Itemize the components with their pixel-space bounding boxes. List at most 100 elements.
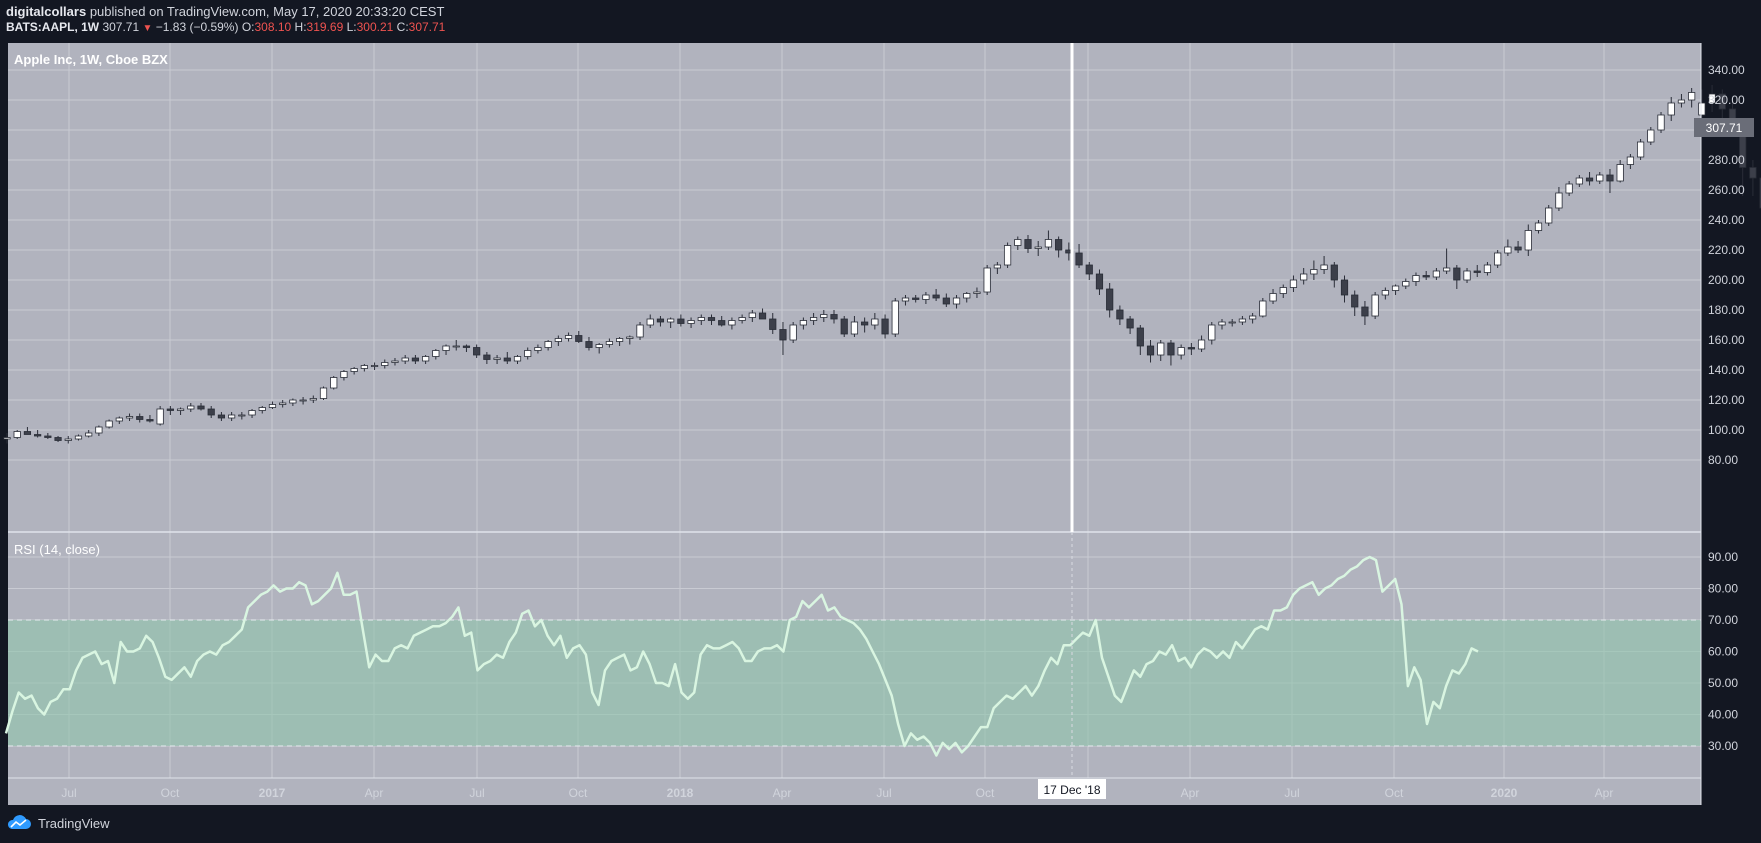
candle bbox=[575, 331, 583, 343]
candle bbox=[1381, 287, 1389, 300]
candle bbox=[1024, 235, 1032, 253]
candle bbox=[809, 313, 818, 325]
candle bbox=[1187, 343, 1195, 355]
candle bbox=[983, 265, 991, 295]
candle bbox=[238, 412, 246, 420]
candle bbox=[473, 344, 481, 358]
last-price: 307.71 bbox=[102, 20, 140, 34]
rsi-pane-title: RSI (14, close) bbox=[14, 542, 100, 557]
candle bbox=[483, 352, 491, 364]
candle bbox=[34, 430, 42, 438]
published-text: published on TradingView.com, May 17, 20… bbox=[89, 4, 445, 19]
candle bbox=[1300, 268, 1308, 285]
time-axis[interactable]: Jul Oct 2017 Apr Jul Oct 2018 Apr Jul Oct Apr Jul Oc… bbox=[61, 786, 1613, 800]
time-tick-label: Jul bbox=[469, 786, 484, 800]
candle bbox=[309, 395, 317, 403]
candle bbox=[105, 419, 113, 429]
open-value: 308.10 bbox=[254, 20, 292, 34]
candle bbox=[728, 317, 736, 330]
candle bbox=[1320, 256, 1328, 274]
candle bbox=[1146, 340, 1155, 363]
candle bbox=[1759, 177, 1761, 209]
candle bbox=[1340, 275, 1349, 303]
candle bbox=[1014, 236, 1022, 250]
candle bbox=[912, 295, 920, 303]
candle bbox=[963, 292, 971, 303]
footer-brand[interactable]: TradingView bbox=[38, 815, 110, 831]
candle bbox=[23, 427, 32, 435]
candle bbox=[697, 314, 705, 325]
candle bbox=[830, 310, 838, 324]
candle bbox=[1371, 292, 1379, 319]
candle bbox=[738, 314, 746, 324]
candle bbox=[319, 386, 328, 400]
candle bbox=[279, 400, 287, 408]
rsi-axis[interactable]: 30.00 40.00 50.00 60.00 70.00 80.00 90.00 bbox=[1708, 550, 1738, 753]
candle bbox=[432, 349, 440, 360]
candle bbox=[1718, 89, 1726, 118]
candle bbox=[360, 364, 368, 372]
candle bbox=[1034, 241, 1042, 256]
candle bbox=[1259, 298, 1267, 318]
symbol-ohlc-line: BATS:AAPL, 1W 307.71 ▼ −1.83 (−0.59%) O:… bbox=[6, 20, 445, 34]
candle bbox=[850, 316, 859, 337]
candle bbox=[626, 335, 634, 345]
candle bbox=[217, 412, 226, 421]
candle bbox=[1055, 236, 1063, 258]
candle bbox=[13, 430, 21, 439]
candle bbox=[85, 430, 93, 438]
candle bbox=[442, 344, 450, 355]
rsi-tick-label: 80.00 bbox=[1708, 582, 1738, 596]
candle bbox=[707, 314, 716, 325]
candle bbox=[748, 310, 756, 322]
candle bbox=[799, 317, 807, 330]
price-tick-label: 200.00 bbox=[1708, 273, 1745, 287]
candle bbox=[1330, 262, 1338, 288]
candle bbox=[1494, 250, 1502, 268]
candle bbox=[789, 322, 797, 343]
candle bbox=[74, 434, 83, 441]
candle bbox=[1106, 283, 1114, 318]
rsi-tick-label: 70.00 bbox=[1708, 613, 1738, 627]
candle bbox=[1504, 239, 1512, 256]
time-tick-label: Apr bbox=[365, 786, 384, 800]
main-pane-title: Apple Inc, 1W, Cboe BZX bbox=[14, 52, 168, 67]
publish-info: digitalcollars published on TradingView.… bbox=[6, 4, 444, 19]
candle bbox=[1126, 316, 1134, 334]
author-name[interactable]: digitalcollars bbox=[6, 4, 87, 19]
price-tick-label: 260.00 bbox=[1708, 183, 1745, 197]
candle bbox=[585, 337, 593, 351]
candle bbox=[901, 295, 910, 306]
candle bbox=[769, 313, 777, 334]
price-tick-label: 160.00 bbox=[1708, 333, 1745, 347]
candle bbox=[197, 403, 205, 411]
candle bbox=[136, 413, 144, 423]
candle bbox=[3, 433, 11, 444]
candle bbox=[452, 340, 460, 351]
candle bbox=[1667, 97, 1675, 121]
candle bbox=[646, 314, 654, 328]
price-tick-label: 280.00 bbox=[1708, 153, 1745, 167]
rsi-band bbox=[8, 620, 1701, 746]
candle bbox=[993, 262, 1001, 274]
time-tick-label: Jul bbox=[1284, 786, 1299, 800]
crosshair-date-tag bbox=[1038, 779, 1106, 799]
candle bbox=[340, 370, 348, 381]
candle bbox=[1483, 262, 1492, 276]
symbol-label[interactable]: BATS:AAPL, 1W bbox=[6, 20, 100, 34]
rsi-tick-label: 30.00 bbox=[1708, 739, 1738, 753]
rsi-tick-label: 90.00 bbox=[1708, 550, 1738, 564]
candle bbox=[1626, 154, 1634, 169]
candle bbox=[1565, 181, 1573, 196]
candle bbox=[1657, 112, 1665, 133]
price-tick-label: 340.00 bbox=[1708, 63, 1745, 77]
candle bbox=[176, 407, 185, 415]
candle bbox=[268, 401, 277, 409]
price-tick-label: 180.00 bbox=[1708, 303, 1745, 317]
candle bbox=[1351, 290, 1359, 316]
rsi-line bbox=[4, 555, 1479, 757]
last-price-tag-text: 307.71 bbox=[1706, 121, 1743, 135]
candle bbox=[667, 317, 675, 328]
candle bbox=[1095, 269, 1104, 295]
